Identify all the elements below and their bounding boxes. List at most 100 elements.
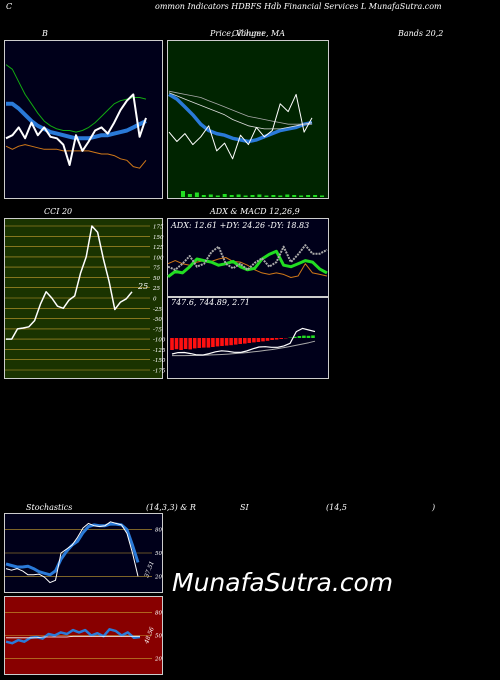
cci-tick-label: -75 xyxy=(153,327,162,333)
macd-histogram-bar xyxy=(311,335,315,338)
stoch-tick-label: 20 xyxy=(154,574,162,580)
rsi-params-close: ) xyxy=(432,503,436,512)
volume-bar xyxy=(271,195,276,197)
macd-histogram-bar xyxy=(274,338,279,340)
volume-bar xyxy=(208,194,213,197)
cci-tick-label: 25 xyxy=(152,286,160,292)
macd-histogram-bar xyxy=(302,335,306,338)
cci-tick-label: 50 xyxy=(153,276,160,282)
volume-bar xyxy=(250,195,255,197)
macd-histogram-bar xyxy=(183,338,188,349)
cci-tick-label: -175 xyxy=(153,369,166,375)
macd-histogram-bar xyxy=(265,338,270,341)
cci-tick-label: 100 xyxy=(153,255,164,261)
volume-bar xyxy=(299,195,304,197)
cci-line xyxy=(6,225,133,340)
rsi-params: (14,5 xyxy=(326,503,347,512)
price-ma-title: Price, Volume, MA xyxy=(210,29,286,38)
stoch-params: (14,3,3) & R xyxy=(146,503,196,512)
adx-values-text: ADX: 12.61 +DY: 24.26 -DY: 18.83 xyxy=(170,221,309,230)
macd-signal-line xyxy=(172,340,316,357)
macd-histogram-bar xyxy=(233,338,238,345)
price-ma-long xyxy=(168,90,312,125)
volume-bar xyxy=(194,192,199,197)
stoch-title: Stochastics xyxy=(26,503,73,512)
macd-histogram-bar xyxy=(215,338,220,347)
cci-tick-label: -100 xyxy=(153,338,166,344)
price-ma-panel xyxy=(167,40,329,199)
bollinger-upper-band xyxy=(5,64,147,133)
macd-histogram-bar xyxy=(197,338,202,348)
stoch-k-line xyxy=(5,521,139,584)
volume-bar xyxy=(292,195,297,197)
macd-histogram-bar xyxy=(238,338,242,344)
macd-histogram-bar xyxy=(188,338,192,350)
rsi-average-line xyxy=(6,635,140,639)
macd-histogram-bar xyxy=(220,338,224,346)
macd-histogram-bar xyxy=(256,338,261,342)
macd-line xyxy=(171,327,316,356)
macd-histogram-bar xyxy=(279,338,283,339)
macd-histogram-bar xyxy=(179,338,183,350)
macd-histogram-bar xyxy=(206,338,211,348)
macd-histogram-bar xyxy=(229,338,233,346)
volume-bar xyxy=(201,195,206,197)
bands-title: Bands 20,2 xyxy=(398,29,444,38)
cci-value-label: 25 xyxy=(137,282,148,291)
price-line xyxy=(168,93,313,160)
cci-tick-label: 0 xyxy=(153,297,157,303)
volume-bar xyxy=(285,194,290,197)
cci-tick-label: -150 xyxy=(153,358,166,364)
volume-bar xyxy=(229,195,234,197)
rsi-tick-label: 50 xyxy=(155,634,162,640)
cci-title: CCI 20 xyxy=(44,207,73,216)
macd-histogram-bar xyxy=(174,338,179,350)
volume-bar xyxy=(306,195,311,197)
bollinger-title: B xyxy=(42,29,48,38)
overlap-title: Ollinger xyxy=(232,29,266,38)
macd-histogram-bar xyxy=(247,338,252,343)
volume-bar xyxy=(320,195,324,197)
macd-histogram-bar xyxy=(252,338,256,343)
cci-tick-label: 125 xyxy=(153,245,164,251)
cci-tick-label: 175 xyxy=(153,225,164,231)
macd-histogram-bar xyxy=(270,338,274,340)
plus-dy-line xyxy=(167,249,328,278)
bollinger-lower-band xyxy=(5,144,147,169)
volume-bar xyxy=(278,195,283,197)
rsi-title: SI xyxy=(240,503,249,512)
macd-values-text: 747.6, 744.89, 2.71 xyxy=(171,298,250,307)
macd-histogram-bar xyxy=(306,335,311,338)
volume-bar xyxy=(187,194,192,197)
macd-histogram-bar xyxy=(224,338,229,346)
macd-histogram-bar xyxy=(192,338,197,349)
volume-bar xyxy=(215,195,220,197)
macd-histogram-bar xyxy=(297,336,302,338)
bollinger-price-line xyxy=(5,93,147,166)
rsi-line xyxy=(5,628,141,645)
watermark: MunafaSutra.com xyxy=(172,568,394,597)
volume-bar xyxy=(313,195,318,197)
cci-tick-label: 75 xyxy=(153,266,160,272)
adx-panel xyxy=(167,218,329,297)
cci-panel xyxy=(4,218,163,379)
volume-bar xyxy=(257,194,262,197)
cci-tick-label: 150 xyxy=(153,235,164,241)
volume-bar xyxy=(243,195,248,197)
price-ma-short xyxy=(168,92,313,144)
price-ma-mid xyxy=(168,92,313,130)
macd-histogram-bar xyxy=(170,338,174,350)
macd-histogram-bar xyxy=(211,338,215,347)
page-title: ommon Indicators HDBFS Hdb Financial Ser… xyxy=(155,2,442,11)
volume-bar xyxy=(264,195,269,197)
macd-histogram-bar xyxy=(202,338,206,348)
stoch-tick-label: 80 xyxy=(155,528,162,534)
macd-histogram-bar xyxy=(261,338,265,342)
volume-bar xyxy=(236,194,241,197)
macd-histogram-bar xyxy=(293,336,297,338)
rsi-tick-label: 80 xyxy=(155,610,162,616)
volume-bar xyxy=(181,191,185,197)
volume-bar xyxy=(222,194,227,197)
stoch-tick-label: 50 xyxy=(155,551,162,557)
